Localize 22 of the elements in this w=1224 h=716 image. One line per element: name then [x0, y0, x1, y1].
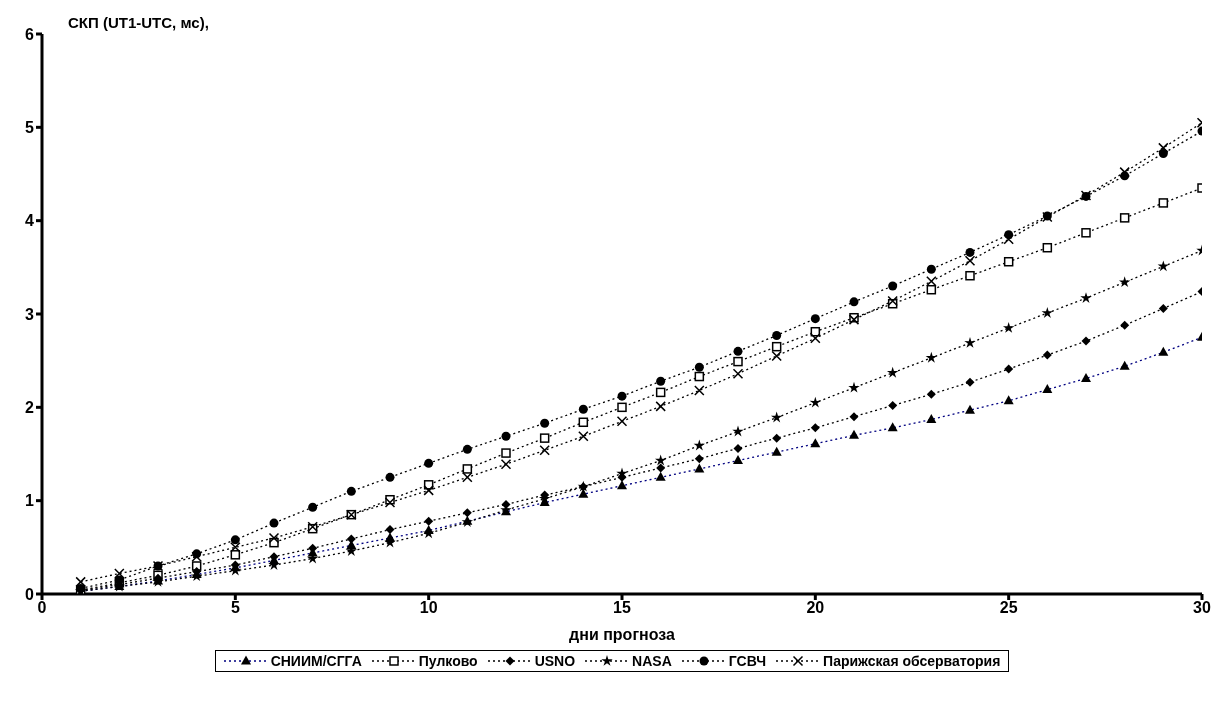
y-tick-label: 4 [25, 212, 35, 230]
legend-label: ГСВЧ [728, 653, 767, 669]
y-tick-label: 1 [25, 492, 35, 510]
y-tick-label: 3 [25, 305, 35, 323]
x-tick-label: 15 [613, 599, 631, 617]
legend-label: NASA [632, 653, 672, 669]
y-tick-label: 5 [25, 119, 35, 137]
x-tick-label: 5 [230, 599, 240, 617]
x-tick-label: 10 [419, 599, 438, 617]
x-tick-label: 30 [1193, 599, 1211, 617]
x-tick-label: 20 [806, 599, 825, 617]
legend-label: СНИИМ/СГГА [270, 653, 362, 669]
legend-label: Пулково [418, 653, 478, 669]
y-tick-label: 0 [25, 585, 35, 603]
x-tick-label: 0 [37, 599, 47, 617]
y-tick-label: 2 [25, 399, 35, 417]
y-tick-label: 6 [25, 25, 35, 43]
legend-label: Парижская обсерватория [823, 653, 1001, 669]
legend-label: USNO [534, 653, 576, 669]
y-axis-title: СКП (UT1-UTC, мс), [68, 14, 209, 31]
x-axis-title: дни прогноза [569, 626, 676, 643]
x-tick-label: 25 [999, 599, 1018, 617]
